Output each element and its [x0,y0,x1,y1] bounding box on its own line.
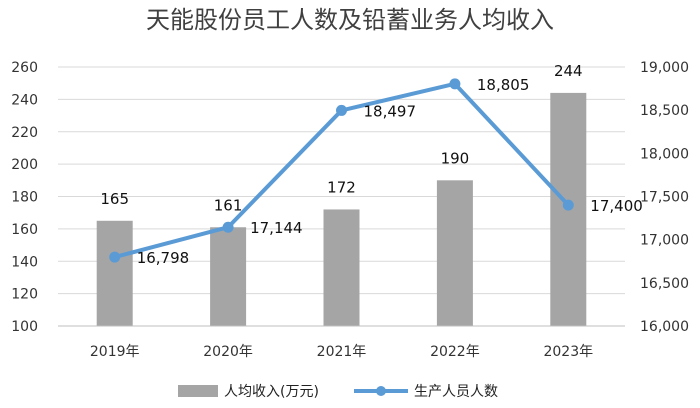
bar [436,180,473,326]
line-point [109,251,121,263]
right-tick-label: 18,500 [640,103,689,119]
bar-value-label: 165 [100,190,129,208]
legend-label-line: 生产人员人数 [414,384,498,400]
legend-swatch-marker [376,386,386,396]
watermark: 雪球：进击的雷蒙 [518,372,638,390]
left-tick-label: 140 [11,254,38,270]
line-value-label: 18,497 [364,102,417,120]
left-tick-label: 240 [11,92,38,108]
line-point [222,221,234,233]
x-tick-label: 2020年 [203,344,253,360]
legend-label-bar: 人均收入(万元) [224,384,319,400]
left-tick-label: 180 [11,190,38,206]
bar [323,209,360,326]
left-tick-label: 260 [11,60,38,76]
left-tick-label: 100 [11,319,38,335]
line-value-label: 17,400 [590,197,643,215]
data-labels: 165 161 172 190 244 16,798 17,144 18,497 18,805 1… [100,62,642,267]
line-value-label: 17,144 [250,219,303,237]
bar-value-label: 172 [327,178,356,196]
bar-value-label: 190 [441,149,470,167]
left-tick-label: 160 [11,222,38,238]
x-tick-label: 2021年 [317,344,367,360]
bar-value-label: 244 [554,62,583,80]
bar [96,220,133,326]
x-tick-label: 2019年 [90,344,140,360]
left-tick-label: 120 [11,287,38,303]
left-tick-label: 220 [11,125,38,141]
right-y-axis: 16,000 16,500 17,000 17,500 18,000 18,500 19,0… [640,60,689,335]
bar-value-label: 161 [214,196,243,214]
legend: 人均收入(万元) 生产人员人数 [178,384,498,400]
chart-title: 天能股份员工人数及铅蓄业务人均收入 [146,6,554,34]
line-point [562,199,574,211]
bar-series [96,92,587,327]
x-tick-label: 2022年 [430,344,480,360]
line-series [109,78,574,263]
left-y-axis: 100 120 140 160 180 200 220 240 260 [11,60,38,335]
right-tick-label: 18,000 [640,146,689,162]
right-tick-label: 17,000 [640,233,689,249]
x-tick-label: 2023年 [543,344,593,360]
line-value-label: 16,798 [137,249,190,267]
x-axis: 2019年 2020年 2021年 2022年 2023年 [58,325,625,360]
right-tick-label: 19,000 [640,60,689,76]
bar [210,227,247,326]
line-point [336,104,347,116]
gridlines [58,66,625,327]
right-tick-label: 16,500 [640,276,689,292]
line-point [449,78,461,90]
line-value-label: 18,805 [477,76,530,94]
right-tick-label: 17,500 [640,190,689,206]
left-tick-label: 200 [11,157,38,173]
right-tick-label: 16,000 [640,319,689,335]
legend-swatch-bar [178,385,218,397]
